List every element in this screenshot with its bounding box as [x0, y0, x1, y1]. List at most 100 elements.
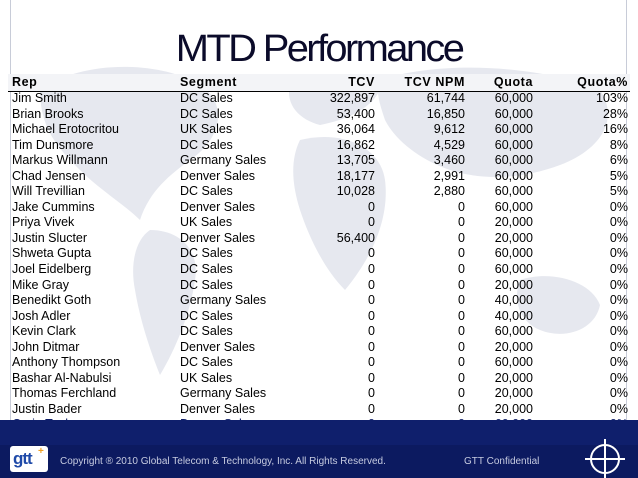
cell-quota: 60,000 — [494, 199, 533, 214]
table-row: Michael Erotocritou UK Sales 36,064 9,612 60… — [12, 122, 628, 138]
cell-quota: 20,000 — [494, 215, 533, 230]
cell-tcv-npm: 2,991 — [433, 168, 465, 183]
cell-rep: Jake Cummins — [12, 199, 95, 214]
column-header-rep: Rep — [12, 75, 38, 89]
cell-quota: 20,000 — [494, 401, 533, 416]
cell-rep: Jim Smith — [12, 91, 67, 105]
crosshair-icon — [585, 439, 625, 478]
cell-quota: 60,000 — [494, 168, 533, 183]
cell-quota-pct: 0% — [609, 199, 628, 214]
cell-quota: 40,000 — [494, 293, 533, 308]
cell-rep: Tim Dunsmore — [12, 137, 94, 152]
cell-tcv-npm: 0 — [458, 215, 465, 230]
cell-rep: Justin Slucter — [12, 230, 88, 245]
table-row: Jake Cummins Denver Sales 0 0 60,000 0% — [12, 200, 628, 216]
table-row: John Ditmar Denver Sales 0 0 20,000 0% — [12, 340, 628, 356]
cell-quota: 60,000 — [494, 106, 533, 121]
cell-rep: Anthony Thompson — [12, 355, 121, 370]
table-row: Will Trevillian DC Sales 10,028 2,880 60,000… — [12, 184, 628, 200]
cell-segment: DC Sales — [180, 355, 233, 370]
cell-quota: 20,000 — [494, 230, 533, 245]
footer-bar — [0, 420, 638, 478]
cell-tcv: 10,028 — [336, 184, 375, 199]
footer-band — [0, 420, 638, 445]
table-header-background — [8, 74, 630, 91]
guide-line-left — [10, 0, 11, 450]
table-row: Kevin Clark DC Sales 0 0 60,000 0% — [12, 324, 628, 340]
table-row: Brian Brooks DC Sales 53,400 16,850 60,000 28… — [12, 107, 628, 123]
table-header-row: Rep Segment TCV TCV NPM Quota Quota% — [12, 74, 628, 91]
table-row: Benedikt Goth Germany Sales 0 0 40,000 0% — [12, 293, 628, 309]
cell-segment: DC Sales — [180, 246, 233, 261]
cell-quota: 60,000 — [494, 137, 533, 152]
cell-tcv-npm: 0 — [458, 386, 465, 401]
cell-segment: Germany Sales — [180, 153, 267, 168]
table-row: Thomas Ferchland Germany Sales 0 0 20,000 0% — [12, 386, 628, 402]
cell-tcv: 0 — [368, 262, 375, 277]
cell-quota-pct: 6% — [609, 153, 628, 168]
cell-segment: DC Sales — [180, 308, 233, 323]
cell-quota: 60,000 — [494, 355, 533, 370]
cell-segment: Denver Sales — [180, 199, 256, 214]
cell-quota-pct: 0% — [609, 324, 628, 339]
cell-tcv-npm: 0 — [458, 339, 465, 354]
logo-text: gtt — [13, 449, 33, 468]
cell-rep: Kevin Clark — [12, 324, 76, 339]
cell-tcv: 0 — [368, 355, 375, 370]
cell-tcv-npm: 0 — [458, 277, 465, 292]
cell-rep: Justin Bader — [12, 401, 82, 416]
cell-tcv-npm: 0 — [458, 230, 465, 245]
cell-segment: DC Sales — [180, 262, 233, 277]
logo-plus: + — [38, 446, 44, 457]
cell-tcv-npm: 0 — [458, 370, 465, 385]
cell-quota-pct: 0% — [609, 401, 628, 416]
cell-segment: DC Sales — [180, 91, 233, 105]
cell-tcv: 18,177 — [336, 168, 375, 183]
cell-quota-pct: 103% — [596, 91, 628, 105]
cell-segment: DC Sales — [180, 106, 233, 121]
table-row: Chad Jensen Denver Sales 18,177 2,991 60,000… — [12, 169, 628, 185]
cell-tcv: 0 — [368, 401, 375, 416]
cell-quota: 60,000 — [494, 91, 533, 105]
cell-quota-pct: 0% — [609, 339, 628, 354]
table-row: Tim Dunsmore DC Sales 16,862 4,529 60,000 8% — [12, 138, 628, 154]
table-row: Justin Bader Denver Sales 0 0 20,000 0% — [12, 402, 628, 418]
cell-tcv-npm: 0 — [458, 246, 465, 261]
cell-tcv: 0 — [368, 308, 375, 323]
cell-quota-pct: 0% — [609, 370, 628, 385]
cell-tcv-npm: 3,460 — [433, 153, 465, 168]
cell-quota: 60,000 — [494, 262, 533, 277]
cell-rep: Chad Jensen — [12, 168, 86, 183]
cell-quota-pct: 16% — [602, 122, 628, 137]
performance-table: Rep Segment TCV TCV NPM Quota Quota% Jim… — [12, 74, 628, 433]
cell-tcv: 0 — [368, 199, 375, 214]
cell-tcv: 0 — [368, 215, 375, 230]
cell-tcv: 322,897 — [329, 91, 375, 105]
cell-quota: 60,000 — [494, 246, 533, 261]
cell-tcv: 0 — [368, 324, 375, 339]
cell-segment: Denver Sales — [180, 230, 256, 245]
cell-segment: UK Sales — [180, 122, 233, 137]
cell-segment: Denver Sales — [180, 401, 256, 416]
column-header-quota-pct: Quota% — [577, 75, 628, 89]
cell-segment: UK Sales — [180, 215, 233, 230]
world-map-background — [40, 66, 608, 375]
cell-tcv-npm: 2,880 — [433, 184, 465, 199]
cell-quota-pct: 0% — [609, 215, 628, 230]
cell-segment: DC Sales — [180, 277, 233, 292]
cell-rep: Priya Vivek — [12, 215, 75, 230]
cell-quota: 40,000 — [494, 308, 533, 323]
table-row: Bashar Al-Nabulsi UK Sales 0 0 20,000 0% — [12, 371, 628, 387]
page-title: MTD Performance — [175, 28, 465, 70]
cell-rep: Mike Gray — [12, 277, 69, 292]
column-header-segment: Segment — [180, 75, 237, 89]
cell-segment: DC Sales — [180, 184, 233, 199]
table-row: Markus Willmann Germany Sales 13,705 3,460 6… — [12, 153, 628, 169]
cell-tcv: 56,400 — [336, 230, 375, 245]
cell-tcv: 0 — [368, 386, 375, 401]
table-row: Shweta Gupta DC Sales 0 0 60,000 0% — [12, 246, 628, 262]
table-body: Jim Smith DC Sales 322,897 61,744 60,000 103%… — [12, 91, 628, 433]
confidential-label: GTT Confidential — [464, 456, 540, 467]
cell-quota-pct: 0% — [609, 262, 628, 277]
